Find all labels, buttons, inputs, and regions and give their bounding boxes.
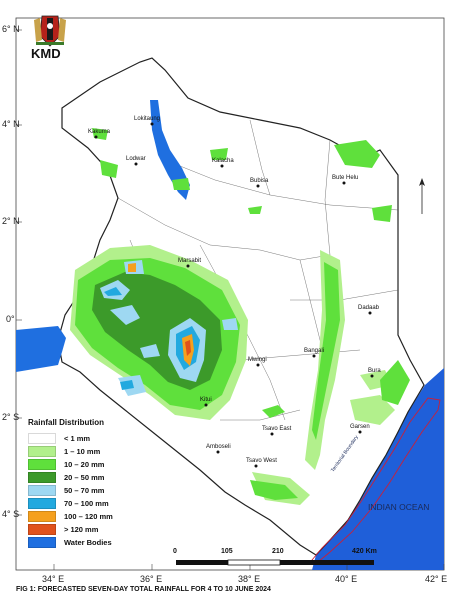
- legend-swatch: [28, 484, 56, 496]
- legend-swatch: [28, 497, 56, 509]
- town-lodwar: Lodwar: [126, 156, 146, 162]
- legend-item: 50 – 70 mm: [28, 484, 158, 496]
- town-bubisa: Bubisa: [250, 178, 269, 184]
- legend-label: 1 – 10 mm: [64, 446, 101, 456]
- lat-label-4s: 4° S: [2, 509, 20, 519]
- legend-label: > 120 mm: [64, 524, 99, 534]
- graticule-ticks: [16, 29, 445, 570]
- legend-label: < 1 mm: [64, 433, 91, 443]
- legend-item: 100 – 120 mm: [28, 510, 158, 522]
- legend-label: 70 – 100 mm: [64, 498, 109, 508]
- lon-label-34e: 34° E: [42, 574, 65, 584]
- map-neatline: [15, 17, 445, 571]
- kmd-logo-icon: [34, 15, 66, 47]
- legend-item: > 120 mm: [28, 523, 158, 535]
- lon-label-40e: 40° E: [335, 574, 358, 584]
- rainfall-over-120: [185, 340, 191, 356]
- legend-title: Rainfall Distribution: [28, 418, 104, 427]
- legend-swatch: [28, 523, 56, 535]
- town-kitui: Kitui: [200, 397, 212, 403]
- town-kakuma: Kakuma: [88, 129, 111, 135]
- legend-swatch: [28, 510, 56, 522]
- town-kalacha: Kalacha: [212, 158, 234, 164]
- lake-turkana: [150, 100, 190, 200]
- legend-swatch: [28, 536, 56, 548]
- legend-item: 1 – 10 mm: [28, 445, 158, 457]
- lat-label-4n: 4° N: [2, 119, 20, 129]
- town-bangali: Bangali: [304, 348, 325, 354]
- scale-bar: [176, 559, 374, 566]
- ocean-label: INDIAN OCEAN: [368, 502, 430, 512]
- legend-item: 20 – 50 mm: [28, 471, 158, 483]
- legend: Rainfall Distribution < 1 mm 1 – 10 mm 1…: [28, 418, 158, 549]
- legend-label: 20 – 50 mm: [64, 472, 105, 482]
- legend-swatch: [28, 471, 56, 483]
- town-tsavo-east: Tsavo East: [262, 426, 292, 432]
- territorial-boundary-line: [311, 397, 441, 563]
- lon-label-38e: 38° E: [238, 574, 261, 584]
- north-arrow-icon: [419, 178, 425, 214]
- legend-swatch: [28, 458, 56, 470]
- legend-item: < 1 mm: [28, 432, 158, 444]
- legend-label: Water Bodies: [64, 537, 112, 547]
- legend-label: 100 – 120 mm: [64, 511, 113, 521]
- scale-label-105: 105: [221, 548, 233, 555]
- town-tsavo-west: Tsavo West: [246, 458, 277, 464]
- town-marsabit: Marsabit: [178, 258, 202, 264]
- legend-swatch: [28, 432, 56, 444]
- lake-victoria: [16, 326, 66, 372]
- lat-label-2s: 2° S: [2, 412, 20, 422]
- scale-label-420: 420 Km: [352, 548, 377, 555]
- town-bute-helu: Bute Helu: [332, 175, 359, 181]
- lat-label-0: 0°: [6, 314, 15, 324]
- town-amboseli: Amboseli: [206, 444, 231, 450]
- legend-label: 10 – 20 mm: [64, 459, 105, 469]
- lat-label-2n: 2° N: [2, 216, 20, 226]
- legend-item: 70 – 100 mm: [28, 497, 158, 509]
- town-garsen: Garsen: [350, 424, 370, 430]
- lon-label-36e: 36° E: [140, 574, 163, 584]
- scale-label-0: 0: [173, 548, 177, 555]
- scale-label-210: 210: [272, 548, 284, 555]
- lat-label-6n: 6° N: [2, 24, 20, 34]
- town-dadaab: Dadaab: [358, 305, 380, 311]
- lon-label-42e: 42° E: [425, 574, 448, 584]
- legend-swatch: [28, 445, 56, 457]
- legend-item: 10 – 20 mm: [28, 458, 158, 470]
- town-bura: Bura: [368, 368, 381, 374]
- town-markers: [94, 122, 374, 468]
- town-lokitaung: Lokitaung: [134, 116, 161, 122]
- town-mwingi: Mwingi: [248, 357, 267, 363]
- logo-text: KMD: [31, 46, 61, 61]
- legend-label: 50 – 70 mm: [64, 485, 105, 495]
- figure-caption: FIG 1: FORECASTED SEVEN-DAY TOTAL RAINFA…: [16, 586, 271, 593]
- legend-item: Water Bodies: [28, 536, 158, 548]
